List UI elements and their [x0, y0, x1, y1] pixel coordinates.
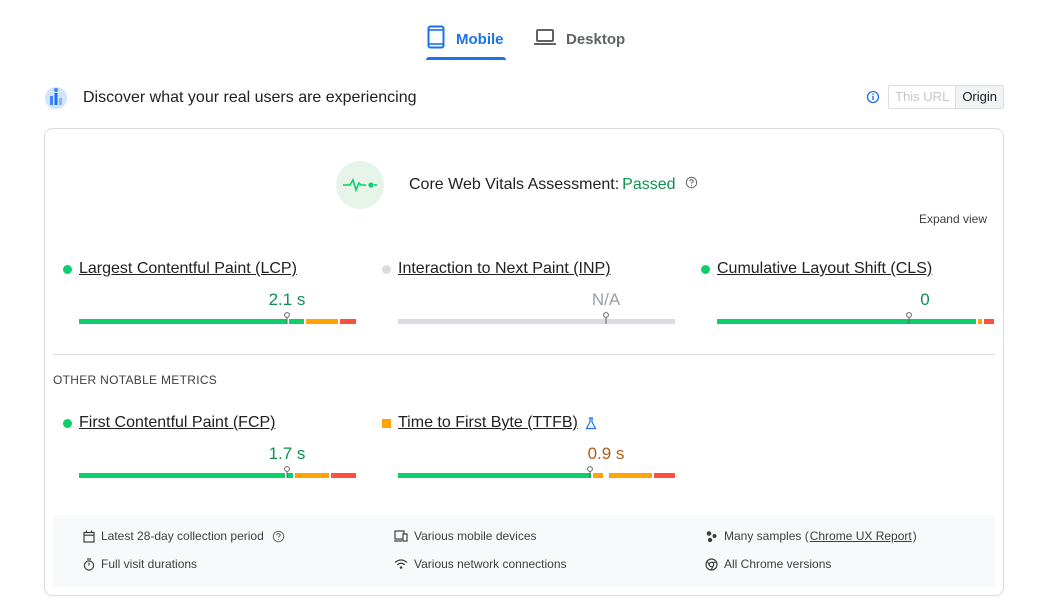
section-title: Discover what your real users are experi…	[83, 89, 417, 106]
other-metrics-heading: OTHER NOTABLE METRICS	[53, 373, 218, 387]
field-data-card: Core Web Vitals Assessment: Passed Expand…	[44, 128, 1004, 596]
percentile-marker-icon	[284, 466, 290, 478]
tab-desktop-label: Desktop	[566, 30, 626, 48]
expand-view-link[interactable]: Expand view	[918, 212, 987, 226]
metric-inp-title[interactable]: Interaction to Next Paint (INP)	[398, 260, 611, 277]
stopwatch-icon	[83, 557, 95, 571]
crux-logo-icon	[44, 85, 68, 111]
collection-period-text: Latest 28-day collection period	[101, 529, 264, 543]
tab-desktop[interactable]: Desktop	[534, 18, 625, 60]
chrome-ux-report-link[interactable]: Chrome UX Report	[809, 529, 912, 543]
help-icon[interactable]	[272, 530, 285, 543]
metric-fcp-distribution-bar	[79, 473, 356, 478]
metric-cls-distribution-bar	[717, 319, 994, 324]
url-origin-toggle: This URL Origin	[888, 85, 1004, 109]
percentile-marker-icon	[587, 466, 593, 478]
metric-cls-title[interactable]: Cumulative Layout Shift (CLS)	[717, 260, 933, 277]
cwv-assessment-status: Passed	[622, 176, 676, 193]
laptop-icon	[534, 27, 556, 51]
metric-inp-distribution-bar	[398, 319, 675, 324]
sample-size-suffix: )	[912, 529, 917, 543]
percentile-marker-icon	[906, 312, 912, 324]
users-icon	[706, 530, 717, 542]
origin-button[interactable]: Origin	[956, 86, 1003, 108]
metric-ttfb-title[interactable]: Time to First Byte (TTFB)	[398, 414, 578, 431]
cwv-assessment: Core Web Vitals Assessment: Passed	[336, 161, 698, 209]
metric-fcp-value: 1.7 s	[268, 444, 306, 463]
wifi-icon	[394, 559, 408, 569]
network-coverage: Various network connections	[394, 557, 567, 571]
calendar-icon	[83, 530, 95, 543]
percentile-marker-icon	[284, 312, 290, 324]
sample-size-text: Many samples (	[724, 529, 809, 543]
field-data-header: Discover what your real users are experi…	[44, 84, 1004, 112]
sample-size: Many samples (Chrome UX Report)	[705, 529, 917, 543]
status-good-icon	[63, 418, 72, 428]
metric-ttfb-value: 0.9 s	[587, 444, 625, 463]
pulse-icon	[336, 161, 384, 209]
help-icon[interactable]	[685, 176, 698, 194]
visit-durations-text: Full visit durations	[101, 557, 198, 571]
status-na-icon	[382, 264, 391, 274]
device-tabs: Mobile Desktop	[0, 18, 1059, 60]
metric-cls: Cumulative Layout Shift (CLS) 0	[701, 260, 994, 330]
metric-fcp-title[interactable]: First Contentful Paint (FCP)	[79, 414, 276, 431]
metric-fcp: First Contentful Paint (FCP) 1.7 s	[63, 414, 356, 484]
devices-icon	[394, 530, 408, 542]
collection-info-footer: Latest 28-day collection period Full vis…	[53, 515, 995, 587]
active-tab-indicator	[426, 57, 506, 60]
experimental-flask-icon	[585, 416, 597, 430]
status-good-icon	[701, 264, 710, 274]
tab-mobile-label: Mobile	[456, 30, 504, 48]
section-divider	[53, 354, 995, 355]
device-coverage: Various mobile devices	[394, 529, 537, 543]
metric-lcp-title[interactable]: Largest Contentful Paint (LCP)	[79, 260, 297, 277]
this-url-button[interactable]: This URL	[889, 86, 957, 108]
status-average-icon	[382, 418, 391, 428]
metric-ttfb-distribution-bar	[398, 473, 675, 478]
tab-mobile[interactable]: Mobile	[426, 18, 506, 60]
chrome-versions: All Chrome versions	[705, 557, 831, 571]
metric-cls-value: 0	[920, 290, 930, 309]
metric-inp: Interaction to Next Paint (INP) N/A	[382, 260, 675, 330]
metric-ttfb: Time to First Byte (TTFB) 0.9 s	[382, 414, 675, 484]
chrome-versions-text: All Chrome versions	[724, 557, 832, 571]
device-coverage-text: Various mobile devices	[414, 529, 537, 543]
metric-lcp: Largest Contentful Paint (LCP) 2.1 s	[63, 260, 356, 330]
cwv-assessment-label: Core Web Vitals Assessment:	[409, 176, 620, 193]
smartphone-icon	[426, 25, 446, 53]
metric-lcp-value: 2.1 s	[268, 290, 306, 309]
metric-inp-value: N/A	[591, 290, 621, 309]
network-coverage-text: Various network connections	[414, 557, 567, 571]
status-good-icon	[63, 264, 72, 274]
chrome-icon	[705, 557, 718, 571]
visit-durations: Full visit durations	[83, 557, 197, 571]
info-icon[interactable]	[866, 90, 880, 104]
collection-period: Latest 28-day collection period	[83, 529, 291, 543]
metric-lcp-distribution-bar	[79, 319, 356, 324]
percentile-marker-icon	[603, 312, 609, 324]
